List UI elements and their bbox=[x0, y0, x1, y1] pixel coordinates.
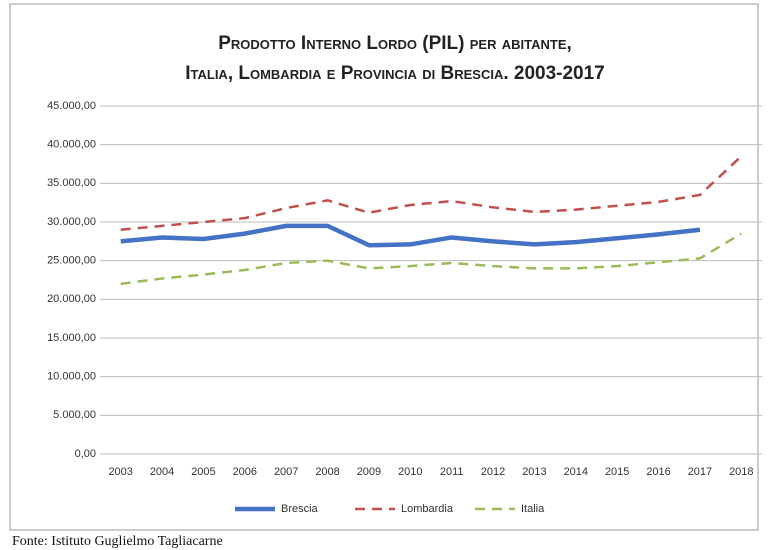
y-tick-label: 0,00 bbox=[75, 448, 96, 460]
chart-title: Italia, Lombardia e Provincia di Brescia… bbox=[185, 63, 605, 84]
y-tick-label: 10.000,00 bbox=[47, 371, 96, 383]
y-tick-label: 15.000,00 bbox=[47, 332, 96, 344]
x-tick-label: 2017 bbox=[688, 466, 712, 478]
legend-label: Italia bbox=[521, 503, 545, 515]
x-tick-label: 2013 bbox=[522, 466, 546, 478]
x-tick-label: 2012 bbox=[481, 466, 505, 478]
x-tick-label: 2003 bbox=[108, 466, 132, 478]
x-tick-label: 2005 bbox=[191, 466, 215, 478]
x-tick-label: 2018 bbox=[729, 466, 753, 478]
line-series bbox=[120, 155, 743, 231]
y-tick-label: 20.000,00 bbox=[47, 293, 96, 305]
line-series bbox=[120, 232, 742, 286]
chart-title: Prodotto Interno Lordo (PIL) per abitant… bbox=[218, 33, 572, 54]
y-tick-label: 30.000,00 bbox=[47, 216, 96, 228]
legend-label: Brescia bbox=[281, 503, 319, 515]
legend-label: Lombardia bbox=[401, 503, 454, 515]
x-tick-label: 2008 bbox=[315, 466, 339, 478]
y-tick-label: 25.000,00 bbox=[47, 255, 96, 267]
y-tick-label: 35.000,00 bbox=[47, 177, 96, 189]
line-series bbox=[120, 223, 701, 248]
y-tick-label: 45.000,00 bbox=[47, 100, 96, 112]
x-tick-label: 2007 bbox=[274, 466, 298, 478]
x-tick-label: 2014 bbox=[564, 466, 588, 478]
x-tick-label: 2011 bbox=[440, 466, 464, 478]
x-tick-label: 2010 bbox=[398, 466, 422, 478]
x-tick-label: 2015 bbox=[605, 466, 629, 478]
x-tick-label: 2016 bbox=[646, 466, 670, 478]
x-tick-label: 2004 bbox=[150, 466, 174, 478]
source: Fonte: Istituto Guglielmo Tagliacarne bbox=[12, 534, 223, 549]
y-tick-label: 40.000,00 bbox=[47, 139, 96, 151]
chart-border bbox=[9, 3, 759, 531]
x-tick-label: 2009 bbox=[357, 466, 381, 478]
x-tick-label: 2006 bbox=[233, 466, 257, 478]
y-tick-label: 5.000,00 bbox=[53, 409, 96, 421]
